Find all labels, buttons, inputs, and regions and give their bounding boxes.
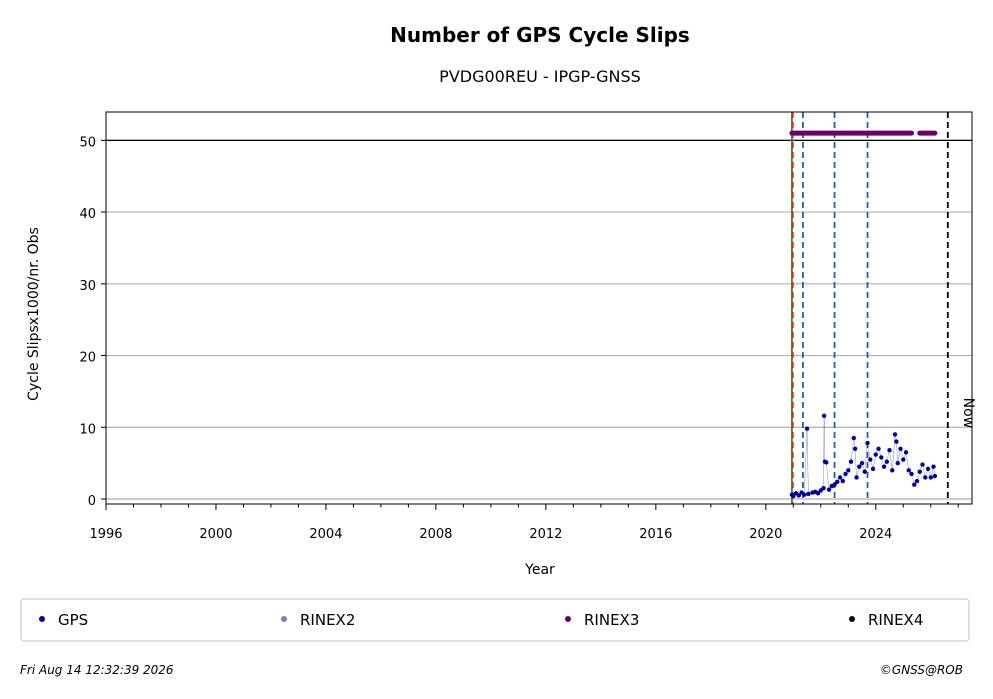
data-point-gps xyxy=(806,491,811,497)
legend-label-rinex2: RINEX2 xyxy=(300,611,355,629)
data-point-gps xyxy=(832,482,837,487)
legend-marker-gps xyxy=(39,616,45,622)
data-point-gps xyxy=(923,475,928,480)
plot-area-frame xyxy=(105,111,973,505)
y-tick-label: 30 xyxy=(79,279,96,294)
data-point-gps xyxy=(931,464,936,469)
grid-lines xyxy=(106,139,972,500)
x-tick-label: 2004 xyxy=(309,527,342,542)
x-tick-label: 2016 xyxy=(639,527,672,542)
legend: GPS RINEX2 RINEX3 RINEX4 xyxy=(39,611,923,629)
data-point-gps xyxy=(835,479,840,484)
data-point-gps xyxy=(843,471,848,477)
data-point-gps xyxy=(826,487,832,492)
data-point-gps xyxy=(868,457,873,462)
data-point-gps xyxy=(862,469,867,474)
data-point-gps xyxy=(824,460,829,465)
data-point-gps xyxy=(840,478,845,484)
y-tick-label: 0 xyxy=(88,494,96,509)
footer-credit: ©GNSS@ROB xyxy=(880,663,963,677)
data-point-gps xyxy=(925,466,931,472)
footer-timestamp: Fri Aug 14 12:32:39 2026 xyxy=(20,663,174,677)
y-tick-label: 40 xyxy=(79,207,96,222)
data-point-gps xyxy=(890,468,895,473)
legend-marker-rinex4 xyxy=(849,616,855,622)
data-point-gps xyxy=(873,452,878,457)
y-tick-label: 10 xyxy=(79,422,96,437)
legend-marker-rinex3 xyxy=(565,616,571,622)
y-tick-label: 20 xyxy=(79,351,96,366)
x-axis-label: Year xyxy=(524,562,555,578)
data-point-gps xyxy=(802,492,807,497)
data-point-gps xyxy=(903,450,909,455)
data-point-gps xyxy=(851,435,856,441)
legend-box xyxy=(20,598,970,642)
data-point-gps xyxy=(884,459,889,464)
data-point-gps xyxy=(932,473,938,479)
legend-marker-rinex2 xyxy=(281,616,287,622)
chart-title: Number of GPS Cycle Slips xyxy=(390,23,690,47)
legend-label-gps: GPS xyxy=(58,611,88,629)
chart-subtitle: PVDG00REU - IPGP-GNSS xyxy=(439,67,641,86)
data-point-gps xyxy=(804,426,810,431)
data-point-gps xyxy=(848,459,854,464)
data-point-gps xyxy=(898,446,903,451)
data-point-gps xyxy=(906,468,911,473)
data-point-gps xyxy=(791,493,796,499)
y-axis-ticks: 0 10 20 30 40 50 xyxy=(79,135,106,509)
legend-label-rinex3: RINEX3 xyxy=(584,611,639,629)
x-tick-label: 2000 xyxy=(199,527,232,542)
x-tick-label: 2020 xyxy=(749,527,782,542)
x-tick-label: 2012 xyxy=(529,527,562,542)
data-point-gps xyxy=(852,446,858,451)
legend-label-rinex4: RINEX4 xyxy=(868,611,923,629)
vertical-marker-lines xyxy=(791,112,949,504)
data-point-gps xyxy=(796,493,801,498)
data-point-gps xyxy=(920,462,925,467)
data-point-gps xyxy=(846,468,851,473)
data-point-gps xyxy=(876,446,881,451)
data-point-gps xyxy=(821,486,826,491)
x-tick-label: 1996 xyxy=(89,527,122,542)
data-point-gps xyxy=(909,471,914,477)
data-point-gps xyxy=(901,457,906,462)
now-label: Now xyxy=(960,398,976,429)
data-point-gps xyxy=(837,475,843,480)
data-point-gps xyxy=(881,464,887,469)
x-tick-label: 2024 xyxy=(859,527,892,542)
data-point-gps xyxy=(887,448,892,453)
data-point-gps xyxy=(912,482,917,487)
data-point-gps xyxy=(895,460,900,466)
data-point-gps xyxy=(914,478,920,484)
data-point-gps xyxy=(894,439,899,444)
data-point-gps xyxy=(854,475,859,480)
data-point-gps xyxy=(879,455,884,460)
data-point-gps xyxy=(865,440,870,446)
x-axis-ticks: 1996 2000 2004 2008 2012 2016 2020 2024 xyxy=(89,504,959,542)
data-point-gps xyxy=(928,475,933,480)
data-points xyxy=(789,130,938,499)
data-point-gps xyxy=(870,466,876,472)
data-point-gps xyxy=(815,491,821,496)
data-point-gps xyxy=(821,413,827,418)
data-point-gps xyxy=(857,464,862,469)
data-point-gps xyxy=(892,432,898,437)
y-tick-label: 50 xyxy=(79,135,96,150)
data-point-gps xyxy=(859,460,865,466)
y-axis-label: Cycle Slipsx1000/nr. Obs xyxy=(26,227,42,401)
x-tick-label: 2008 xyxy=(419,527,452,542)
data-point-gps xyxy=(917,469,922,474)
